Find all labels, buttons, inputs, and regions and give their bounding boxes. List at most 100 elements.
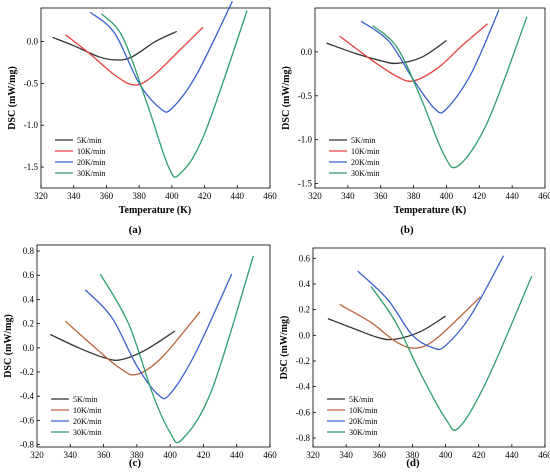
legend-label: 10K/min <box>349 406 377 415</box>
y-tick-label: 0.0 <box>301 47 313 57</box>
x-tick-label: 440 <box>505 191 519 201</box>
x-tick-label: 380 <box>132 191 146 201</box>
y-tick-label: -0.6 <box>296 407 311 417</box>
y-tick-label: -0.8 <box>20 440 35 450</box>
plot-frame <box>312 247 546 448</box>
series-line-0 <box>326 39 447 65</box>
y-tick-label: -0.5 <box>298 91 313 101</box>
x-tick-label: 400 <box>165 191 179 201</box>
x-tick-label: 340 <box>67 191 81 201</box>
y-tick-label: -0.4 <box>20 391 35 401</box>
legend-label: 10K/min <box>77 147 105 156</box>
x-tick-label: 360 <box>373 450 387 460</box>
y-tick-label: 0.2 <box>23 319 34 329</box>
x-tick-label: 460 <box>263 450 277 460</box>
series-line-2 <box>89 1 233 113</box>
x-tick-label: 380 <box>406 450 420 460</box>
x-tick-label: 320 <box>308 191 322 201</box>
x-tick-label: 420 <box>197 450 211 460</box>
x-tick-label: 320 <box>30 450 44 460</box>
panel-1: 320 340 360 380 400 420 440 460 -1.5 -1.0 -0.5 0.0 T… <box>281 7 550 236</box>
panel-label: (c) <box>129 457 142 469</box>
y-tick-label: 0.6 <box>299 253 311 263</box>
y-tick-label: 0.0 <box>23 343 35 353</box>
x-tick-label: 380 <box>407 191 421 201</box>
x-tick-label: 400 <box>439 450 453 460</box>
x-tick-label: 340 <box>339 450 353 460</box>
x-tick-label: 420 <box>472 450 486 460</box>
plot-frame <box>36 244 271 448</box>
legend-label: 30K/min <box>349 428 377 437</box>
y-tick-label: 0.4 <box>23 294 35 304</box>
legend-label: 20K/min <box>351 158 379 167</box>
series-line-3 <box>372 16 528 169</box>
y-tick-label: 0.4 <box>299 279 311 289</box>
panel-label: (d) <box>406 457 420 469</box>
legend-label: 5K/min <box>349 395 373 404</box>
y-axis-title: DSC (mW/mg) <box>3 314 14 378</box>
y-tick-label: -0.2 <box>296 356 310 366</box>
x-tick-label: 340 <box>341 191 355 201</box>
y-axis-title: DSC (mW/mg) <box>279 316 290 380</box>
series-line-1 <box>339 23 488 82</box>
y-tick-label: -1.0 <box>24 120 39 130</box>
x-tick-label: 400 <box>163 450 177 460</box>
series-line-3 <box>101 10 248 178</box>
legend-label: 30K/min <box>73 428 101 437</box>
y-tick-label: 0.6 <box>23 270 35 280</box>
y-tick-label: 0.0 <box>299 330 311 340</box>
legend-label: 30K/min <box>77 169 105 178</box>
series-line-2 <box>84 273 233 400</box>
y-tick-label: -0.5 <box>24 78 39 88</box>
y-tick-label: 0.0 <box>27 36 39 46</box>
y-tick-label: -1.5 <box>24 162 39 172</box>
y-tick-label: -0.2 <box>20 367 34 377</box>
x-tick-label: 400 <box>440 191 454 201</box>
legend-label: 5K/min <box>351 136 375 145</box>
legend-label: 30K/min <box>351 169 379 178</box>
x-tick-label: 320 <box>34 191 48 201</box>
y-tick-label: -0.6 <box>20 415 35 425</box>
x-axis-title: Temperature (K) <box>394 205 467 216</box>
y-tick-label: -0.8 <box>296 433 311 443</box>
legend-label: 5K/min <box>73 395 97 404</box>
panel-label: (a) <box>129 224 142 236</box>
x-tick-label: 360 <box>100 191 114 201</box>
plot-frame <box>40 7 271 189</box>
x-tick-label: 420 <box>198 191 212 201</box>
x-tick-label: 360 <box>97 450 111 460</box>
series-line-1 <box>339 296 481 349</box>
panel-2: 320 340 360 380 400 420 440 460 -0.8 -0.6 -0.4 -0.2… <box>3 244 277 469</box>
x-tick-label: 360 <box>374 191 388 201</box>
y-axis-title: DSC (mW/mg) <box>281 66 292 130</box>
x-tick-label: 440 <box>505 450 519 460</box>
series-line-2 <box>357 255 505 351</box>
series-line-1 <box>65 26 204 86</box>
legend-label: 10K/min <box>351 147 379 156</box>
x-axis-title: Temperature (K) <box>119 205 192 216</box>
panel-0: 320 340 360 380 400 420 440 460 -1.5 -1.0 -0.5 0.0 T… <box>7 1 277 236</box>
series-line-3 <box>99 255 254 444</box>
x-tick-label: 460 <box>538 191 550 201</box>
series-line-2 <box>360 9 500 114</box>
x-tick-label: 460 <box>538 450 550 460</box>
x-tick-label: 380 <box>130 450 144 460</box>
legend-label: 20K/min <box>73 417 101 426</box>
x-tick-label: 440 <box>230 450 244 460</box>
y-tick-label: 0.2 <box>299 305 310 315</box>
series-line-0 <box>327 315 446 341</box>
x-tick-label: 440 <box>231 191 245 201</box>
panel-label: (b) <box>400 224 414 236</box>
series-line-1 <box>64 311 201 376</box>
series-line-3 <box>370 275 533 431</box>
legend-label: 20K/min <box>349 417 377 426</box>
legend-label: 5K/min <box>77 136 101 145</box>
series-line-0 <box>52 30 178 61</box>
x-tick-label: 320 <box>306 450 320 460</box>
panel-3: 320 340 360 380 400 420 440 460 -0.8 -0.6 -0.4 -0.2… <box>279 247 550 469</box>
x-tick-label: 460 <box>263 191 277 201</box>
legend-label: 10K/min <box>73 406 101 415</box>
y-tick-label: -0.4 <box>296 382 311 392</box>
y-tick-label: 0.8 <box>23 246 35 256</box>
